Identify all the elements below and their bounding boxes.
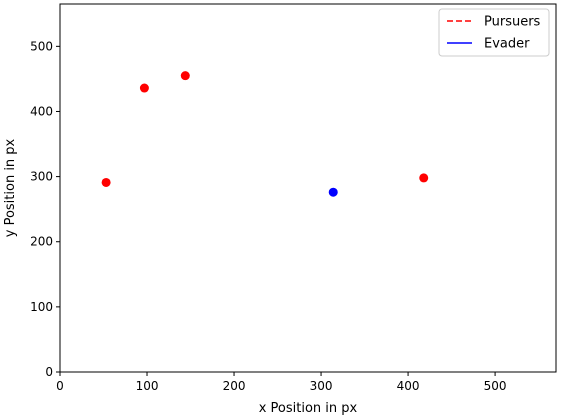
x-tick-label: 300 [310, 379, 333, 393]
evader-point [328, 187, 338, 197]
x-tick-label: 200 [223, 379, 246, 393]
y-axis-label: y Position in px [3, 138, 18, 237]
y-tick-label: 100 [30, 300, 53, 314]
pursuers-point [101, 177, 111, 187]
pursuers-point [419, 173, 429, 183]
y-tick-label: 0 [45, 365, 53, 379]
x-tick-label: 400 [397, 379, 420, 393]
legend-evader-label: Evader [484, 37, 530, 52]
legend: Pursuers Evader [438, 8, 550, 57]
y-tick-label: 200 [30, 235, 53, 249]
legend-pursuers-label: Pursuers [484, 15, 541, 30]
axes: 0 100 200 300 400 500 0 100 200 300 400 500 x Positi… [3, 3, 557, 416]
pursuers-point [180, 71, 190, 81]
y-tick-label: 500 [30, 39, 53, 53]
pursuers-point [139, 83, 149, 93]
x-tick-label: 500 [484, 379, 507, 393]
data-points [101, 71, 429, 197]
x-tick-label: 100 [136, 379, 159, 393]
plot-frame [59, 3, 557, 373]
y-tick-label: 400 [30, 104, 53, 118]
y-tick-label: 300 [30, 170, 53, 184]
x-tick-label: 0 [56, 379, 64, 393]
x-axis-label: x Position in px [259, 401, 358, 416]
